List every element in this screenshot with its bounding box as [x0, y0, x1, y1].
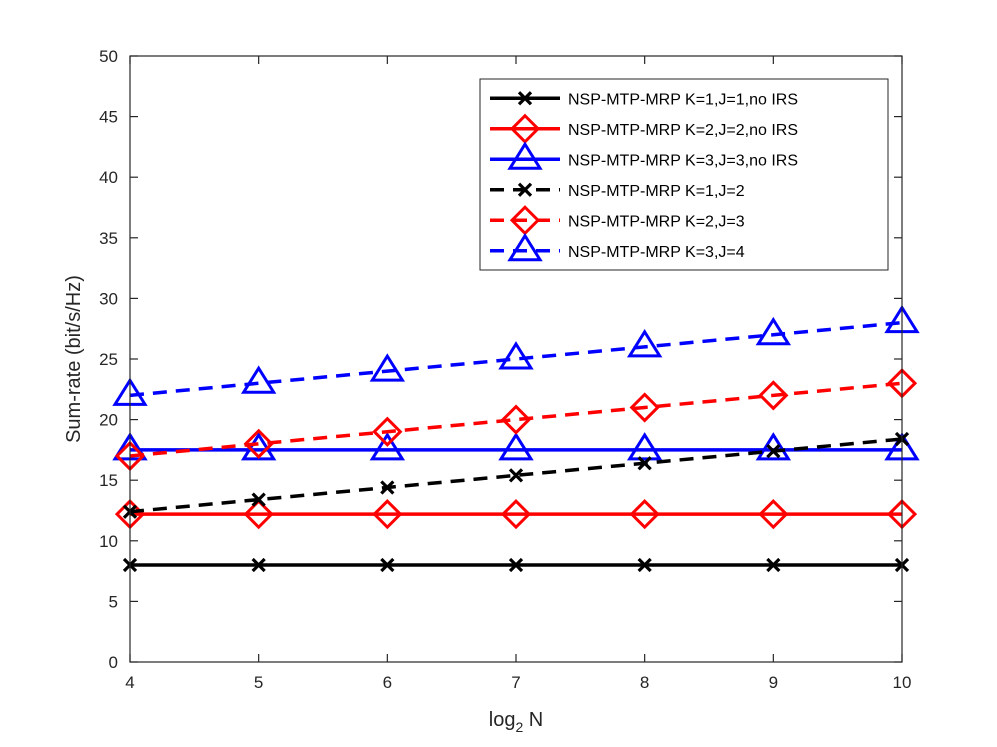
data-point: [500, 404, 532, 435]
data-point: [629, 499, 660, 530]
legend-item: NSP-MTP-MRP K=3,J=3,no IRS: [490, 141, 798, 170]
data-point: [498, 341, 534, 370]
y-tick-label: 30: [99, 289, 118, 308]
series-nsp-mtp-mrp-k-1-j-1-no-irs: [122, 557, 910, 573]
data-point: [766, 557, 781, 573]
data-point: [500, 499, 532, 530]
data-point: [380, 480, 395, 495]
legend-marker: [517, 91, 533, 106]
legend-item: NSP-MTP-MRP K=1,J=1,no IRS: [490, 91, 798, 108]
data-point: [251, 557, 266, 573]
series-line: [129, 320, 903, 398]
series-layer: [112, 304, 920, 573]
y-tick-label: 50: [99, 47, 118, 66]
data-point: [243, 428, 274, 459]
data-point: [372, 499, 403, 530]
y-tick-label: 0: [109, 653, 118, 672]
data-point: [629, 392, 660, 423]
y-tick-label: 40: [99, 168, 118, 187]
legend-label: NSP-MTP-MRP K=1,J=2: [568, 183, 745, 200]
x-tick-label: 5: [254, 673, 263, 692]
data-point: [755, 316, 792, 346]
x-tick-label: 4: [125, 673, 134, 692]
data-point: [637, 557, 652, 573]
legend-marker: [507, 232, 543, 262]
y-tick-label: 10: [99, 532, 118, 551]
data-point: [637, 456, 652, 471]
data-point: [508, 468, 524, 483]
data-point: [369, 353, 406, 382]
y-tick-label: 45: [99, 108, 118, 127]
y-tick-label: 20: [99, 411, 118, 430]
series-line: [129, 381, 903, 458]
x-tick-label: 9: [769, 673, 778, 692]
y-tick-label: 5: [109, 592, 118, 611]
legend-item: NSP-MTP-MRP K=1,J=2: [490, 182, 745, 200]
x-tick-label: 8: [640, 673, 649, 692]
data-point: [766, 443, 781, 459]
data-point: [508, 557, 524, 573]
legend: NSP-MTP-MRP K=1,J=1,no IRS NSP-MTP-MRP K=…: [479, 78, 889, 271]
x-axis-title-main: log: [489, 709, 516, 731]
data-point: [240, 365, 277, 394]
legend-label: NSP-MTP-MRP K=3,J=4: [568, 244, 745, 261]
legend-marker: [507, 141, 543, 170]
x-tick-label: 10: [893, 673, 912, 692]
x-axis-title: log2 N: [489, 709, 544, 735]
data-point: [755, 432, 792, 461]
data-point: [369, 432, 406, 461]
y-tick-label: 35: [99, 229, 118, 248]
data-point: [758, 380, 789, 411]
y-tick-label: 25: [99, 350, 118, 369]
x-tick-label: 7: [511, 673, 520, 692]
x-axis-title-suffix: N: [523, 709, 543, 731]
legend-label: NSP-MTP-MRP K=2,J=2,no IRS: [568, 122, 798, 139]
data-point: [380, 557, 395, 573]
legend-label: NSP-MTP-MRP K=1,J=1,no IRS: [568, 91, 798, 108]
data-point: [372, 416, 403, 447]
legend-label: NSP-MTP-MRP K=3,J=3,no IRS: [568, 152, 798, 169]
data-point: [243, 499, 274, 530]
y-tick-label: 15: [99, 471, 118, 490]
data-point: [626, 329, 663, 358]
data-point: [251, 492, 266, 507]
legend-item: NSP-MTP-MRP K=3,J=4: [490, 232, 745, 262]
data-point: [626, 432, 663, 461]
data-point: [498, 432, 534, 461]
x-tick-label: 6: [383, 673, 392, 692]
data-point: [758, 499, 789, 530]
legend-box: [479, 78, 889, 271]
series-nsp-mtp-mrp-k-2-j-2-no-irs: [114, 499, 918, 530]
legend-label: NSP-MTP-MRP K=2,J=3: [568, 213, 745, 230]
x-axis-title-subscript: 2: [515, 719, 523, 735]
y-axis-title: Sum-rate (bit/s/Hz): [63, 275, 85, 443]
legend-marker: [517, 182, 533, 197]
